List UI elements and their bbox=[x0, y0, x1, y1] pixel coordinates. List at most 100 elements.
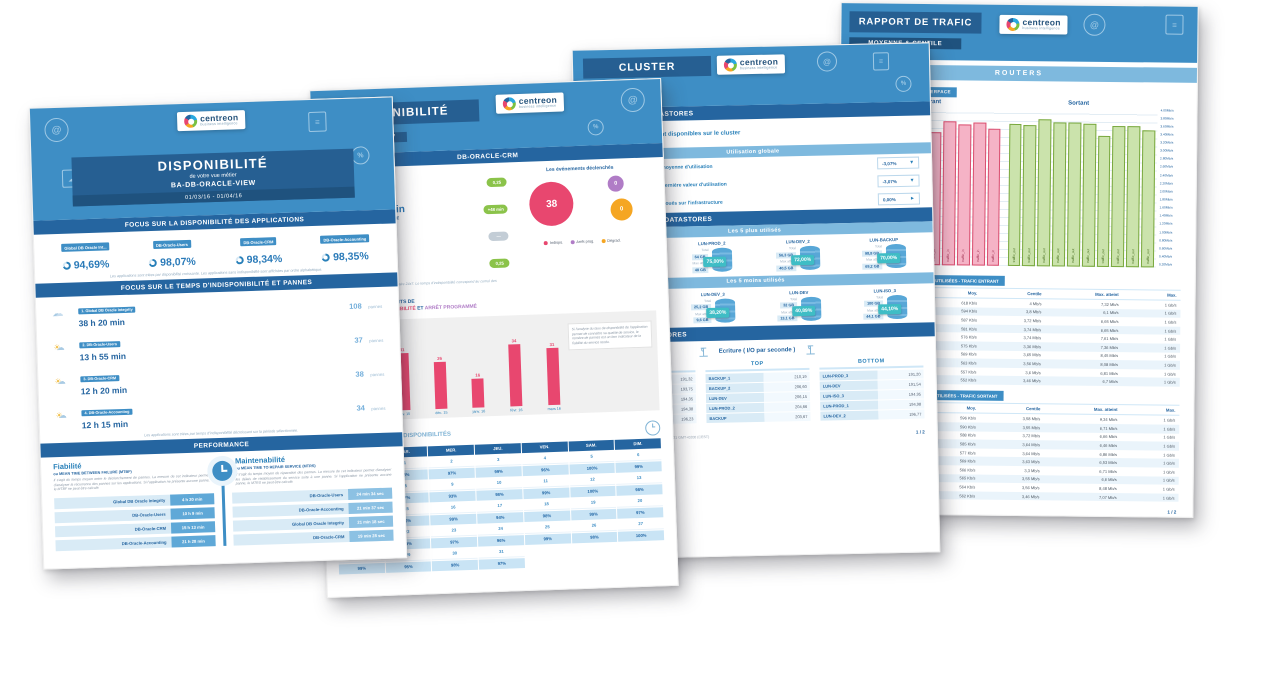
y-axis-tick-label: 2.80Mb/s bbox=[1160, 156, 1174, 161]
legend-dot bbox=[570, 240, 575, 245]
outbound-centile-bar: traffic_out bbox=[1111, 125, 1126, 267]
calendar-cell: 100% bbox=[569, 485, 616, 498]
datastore-name: LUN-DEV bbox=[705, 392, 765, 404]
outbound-centile-bar: traffic_out bbox=[1126, 126, 1141, 267]
event-count-bar bbox=[508, 343, 523, 407]
datastore-card: LUN-DEV_2 Total 56,3 GB Max atteint 40,5… bbox=[757, 238, 840, 272]
y-axis-tick-label: 2.00Mb/s bbox=[1159, 189, 1173, 194]
failures-unit: pannes bbox=[371, 405, 386, 412]
y-axis-tick-label: 4.00Mb/s bbox=[1160, 107, 1174, 113]
page1-title-ribbon: DISPONIBILITÉ de votre vue métier BA-DB-… bbox=[71, 148, 355, 207]
iops-mode-row: Ecriture ( I/O par seconde ) bbox=[579, 336, 935, 362]
column-header: Max. atteint bbox=[1095, 291, 1119, 298]
column-header: Max. bbox=[1167, 292, 1177, 298]
calendar-cell: 17 bbox=[476, 499, 523, 513]
calendar-cell: 18 bbox=[523, 498, 570, 511]
mtrs-row: Global DB Oracle Integrity 21 min 18 sec bbox=[232, 515, 394, 532]
calendar-cell: 23 bbox=[430, 524, 478, 537]
iops-value: 206,60 bbox=[763, 381, 810, 392]
iops-table-header: TOP bbox=[705, 359, 810, 373]
legend-label: Arrêt prog. bbox=[576, 239, 595, 245]
calendar-cell: 100% bbox=[569, 462, 616, 475]
outbound-centile-bar: traffic_out bbox=[1037, 118, 1052, 266]
percent-icon: % bbox=[587, 119, 604, 136]
usage-percent-badge: 75,00% bbox=[703, 256, 727, 268]
application-availability-value: 98,35% bbox=[332, 250, 369, 264]
legend-dot bbox=[601, 239, 606, 244]
at-icon: @ bbox=[816, 51, 838, 72]
kpi-delta-badge: 0,25 bbox=[489, 258, 510, 269]
calendar-cell: 100% bbox=[618, 529, 665, 542]
centreon-logo-text: centreon business intelligence bbox=[200, 113, 239, 127]
events-bubbles: 38 0 0 bbox=[507, 169, 656, 240]
mtbf-row: DB-Oracle-Users 10 h 9 min bbox=[54, 507, 215, 524]
crane-icon bbox=[699, 347, 708, 357]
interface-label: traffic_out bbox=[1071, 248, 1076, 264]
calendar-day-header: VEN. bbox=[521, 441, 568, 453]
weather-icon bbox=[55, 412, 75, 421]
usage-delta-box: -3,07% ▼ bbox=[877, 156, 920, 170]
application-name: Global DB Oracle Integrity bbox=[291, 520, 345, 527]
at-icon: @ bbox=[1083, 13, 1106, 36]
outbound-centile-bar: traffic_out bbox=[1096, 135, 1111, 267]
chart-y-axis: 4.00Mb/s 3.80Mb/s 3.60Mb/s 3.40Mb/s 3.20Mb/s… bbox=[1156, 107, 1189, 267]
bar-month-label: déc. 15 bbox=[435, 410, 448, 415]
centreon-logo-mark bbox=[723, 58, 738, 72]
interface-label: traffic_in bbox=[990, 249, 996, 263]
page1-header-band: @ ☁ ≡ % centreon business intelligence D… bbox=[29, 97, 396, 221]
max-value: 40,5 GB bbox=[776, 264, 797, 272]
calendar-cell: 30 bbox=[431, 547, 478, 560]
kpi-delta-badge: — bbox=[488, 231, 509, 242]
max-value: 69,2 GB bbox=[862, 262, 883, 270]
outbound-centile-bar: traffic_out bbox=[1051, 122, 1067, 267]
y-axis-tick-label: 3.80Mb/s bbox=[1160, 116, 1174, 121]
mtrs-value: 21 min 37 sec bbox=[348, 501, 393, 515]
datastore-card: LUN-PROD_2 Total 64 GB Max atteint 48 GB… bbox=[671, 240, 754, 273]
usage-delta-value: 0,00% bbox=[882, 196, 896, 202]
calendar-cell: 31 bbox=[478, 545, 525, 559]
interface-label: traffic_out bbox=[1011, 248, 1017, 263]
application-availability-value: 94,69% bbox=[73, 258, 110, 272]
datastore-body: Total 64 GB Max atteint 48 GB 75,00% bbox=[671, 247, 753, 273]
iops-value: 206,15 bbox=[763, 391, 811, 402]
inbound-centile-bar: traffic_in bbox=[986, 128, 1001, 266]
iops-value: 191,20 bbox=[877, 369, 924, 380]
events-panel: Les événements déclenchés 38 0 0 Indispo… bbox=[506, 163, 656, 276]
outbound-centile-bar: traffic_out bbox=[1007, 124, 1022, 266]
failures-count: 108 bbox=[349, 301, 362, 311]
calendar-cell: 93% bbox=[429, 490, 476, 502]
footer-page-number: 1 / 2 bbox=[915, 429, 925, 435]
datastore-cylinder-wrap: 40,89% bbox=[792, 296, 822, 321]
application-name-chip: 3. DB-Oracle-CRM bbox=[80, 374, 120, 382]
bar-value-label: 16 bbox=[475, 372, 481, 378]
centreon-logo: centreon business intelligence bbox=[999, 14, 1068, 35]
datastore-name: BACKUP_2 bbox=[705, 382, 764, 394]
cell-centile: 3,46 Mb/s bbox=[1021, 493, 1040, 499]
server-icon: ≡ bbox=[1165, 14, 1184, 35]
datastore-name: LUN-DEV_3 bbox=[700, 291, 725, 297]
evolution-word-arret: ARRÊT PROGRAMMÉ bbox=[424, 303, 478, 312]
iops-table-rows: BACKUP_1 210,19 BACKUP_2 206,60 LUN-DEV … bbox=[705, 371, 811, 424]
trend-arrow-icon: ► bbox=[909, 195, 915, 202]
application-name: DB-Oracle-Users bbox=[132, 511, 166, 518]
failures-cell: 38 pannes bbox=[355, 363, 384, 382]
kpi-delta-badge: 0,25 bbox=[486, 177, 508, 188]
evolution-bar-column: 16 janv. 16 bbox=[469, 320, 485, 416]
iops-value: 196,77 bbox=[878, 409, 925, 420]
gauge-icon bbox=[235, 256, 244, 265]
clock-icon bbox=[206, 455, 238, 487]
total-label: Total bbox=[875, 294, 884, 299]
server-icon: ≡ bbox=[872, 52, 890, 71]
calendar-icon bbox=[644, 419, 661, 436]
calendar-cell: 98% bbox=[523, 510, 570, 522]
datastore-name: LUN-BACKUP bbox=[869, 237, 899, 243]
application-name: Global DB Oracle Integrity bbox=[113, 497, 166, 505]
datastore-card: LUN-DEV_3 Total 25,2 GB Max atteint 9,6 … bbox=[672, 291, 755, 324]
total-label: Total bbox=[701, 247, 709, 253]
failures-unit: pannes bbox=[369, 337, 384, 344]
iops-value: 203,67 bbox=[764, 411, 811, 422]
calendar-cell bbox=[619, 553, 665, 565]
mtbf-value: 15 h 13 min bbox=[170, 521, 216, 534]
y-axis-tick-label: 1.20Mb/s bbox=[1159, 221, 1173, 227]
